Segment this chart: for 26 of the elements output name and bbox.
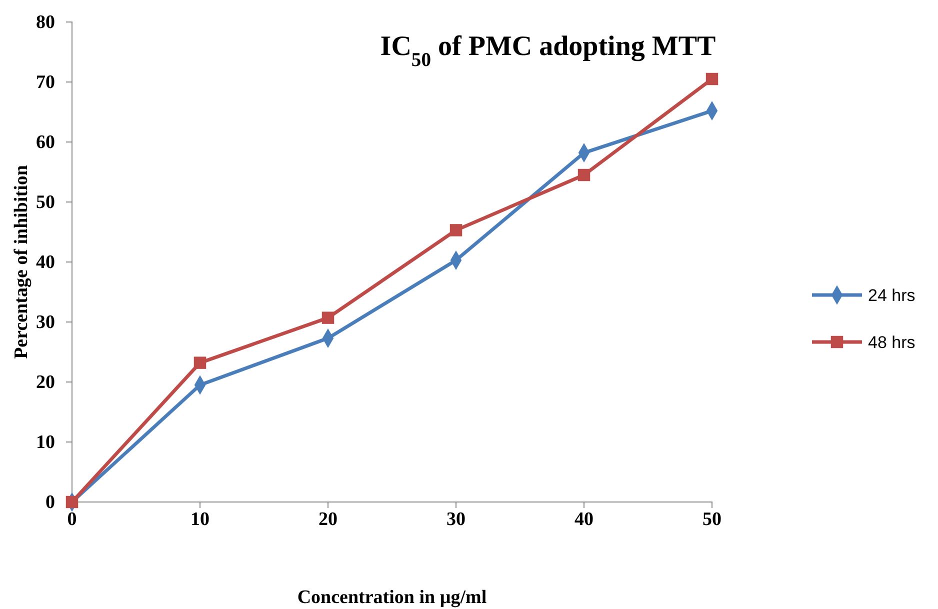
y-tick-label: 80 [36, 12, 55, 34]
y-axis-title: Percentage of inhibition [11, 164, 32, 359]
point [66, 496, 78, 508]
point [194, 356, 206, 369]
x-tick-label: 40 [574, 509, 594, 530]
x-tick-label: 10 [190, 509, 210, 530]
y-tick-label: 60 [36, 132, 55, 154]
x-tick-label: 0 [67, 509, 77, 530]
x-tick-label: 50 [702, 509, 722, 530]
legend-label: 48 hrs [868, 333, 916, 352]
point [450, 224, 462, 236]
point [322, 312, 334, 324]
y-tick-label: 70 [36, 72, 55, 94]
y-tick-label: 50 [36, 192, 55, 214]
y-tick-label: 0 [46, 492, 55, 514]
text: IC$_{50}$ of PMC adopting MTT [380, 31, 716, 70]
point [578, 168, 590, 182]
point [706, 72, 718, 86]
x-tick-label: 20 [318, 509, 338, 530]
y-tick-label: 20 [36, 372, 55, 394]
legend-label: 24 hrs [868, 286, 916, 305]
x-axis-title: Concentration in µg/ml [297, 587, 487, 608]
y-tick-label: 40 [36, 252, 55, 274]
x-tick-label: 30 [446, 509, 466, 530]
y-tick-label: 30 [36, 312, 55, 334]
y-tick-label: 10 [36, 432, 55, 454]
